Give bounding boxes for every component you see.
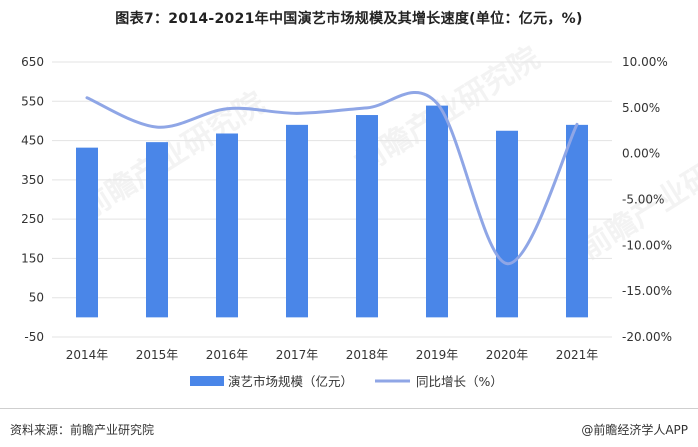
right-tick-label: -10.00%: [622, 238, 672, 252]
bar: [496, 131, 518, 318]
bar: [76, 148, 98, 318]
x-tick-label: 2020年: [486, 348, 529, 362]
left-tick-label: 50: [29, 291, 44, 305]
x-tick-label: 2015年: [136, 348, 179, 362]
right-tick-label: 10.00%: [622, 55, 668, 69]
left-tick-label: 350: [21, 173, 44, 187]
right-axis-labels: -20.00% -15.00% -10.00% -5.00% 0.00% 5.00% 10.…: [622, 55, 672, 344]
bar: [566, 125, 588, 318]
bar: [216, 134, 238, 318]
x-tick-label: 2018年: [346, 348, 389, 362]
left-axis-labels: -50 50 150 250 350 450 550 650: [21, 55, 44, 344]
left-tick-label: 650: [21, 55, 44, 69]
right-tick-label: -15.00%: [622, 284, 672, 298]
legend-bar-swatch: [190, 376, 224, 386]
left-tick-label: 450: [21, 134, 44, 148]
x-tick-label: 2016年: [206, 348, 249, 362]
legend: 演艺市场规模（亿元） 同比增长（%）: [190, 374, 503, 389]
brand-credit: @前瞻经济学人APP: [581, 421, 688, 438]
left-tick-label: 550: [21, 94, 44, 108]
legend-bar-label: 演艺市场规模（亿元）: [228, 374, 353, 389]
left-tick-label: -50: [24, 330, 44, 344]
left-tick-label: 250: [21, 212, 44, 226]
right-tick-label: -20.00%: [622, 330, 672, 344]
right-tick-label: -5.00%: [622, 193, 664, 207]
bar: [426, 106, 448, 318]
right-tick-label: 0.00%: [622, 147, 660, 161]
source-note: 资料来源：前瞻产业研究院: [10, 421, 154, 438]
bar-series: [76, 106, 588, 318]
legend-line-label: 同比增长（%）: [416, 374, 503, 389]
right-tick-label: 5.00%: [622, 101, 660, 115]
x-tick-label: 2014年: [66, 348, 109, 362]
bar: [146, 142, 168, 317]
bar: [356, 115, 378, 317]
left-tick-label: 150: [21, 251, 44, 265]
x-tick-label: 2017年: [276, 348, 319, 362]
footer: 资料来源：前瞻产业研究院 @前瞻经济学人APP: [0, 408, 698, 447]
x-axis-labels: 2014年 2015年 2016年 2017年 2018年 2019年 2020年 2021年: [66, 348, 599, 362]
chart-canvas: -50 50 150 250 350 450 550 650 -20.00% -15.00% -1…: [0, 0, 698, 408]
x-tick-label: 2019年: [416, 348, 459, 362]
x-tick-label: 2021年: [556, 348, 599, 362]
gridlines: [52, 62, 612, 337]
bar: [286, 125, 308, 318]
